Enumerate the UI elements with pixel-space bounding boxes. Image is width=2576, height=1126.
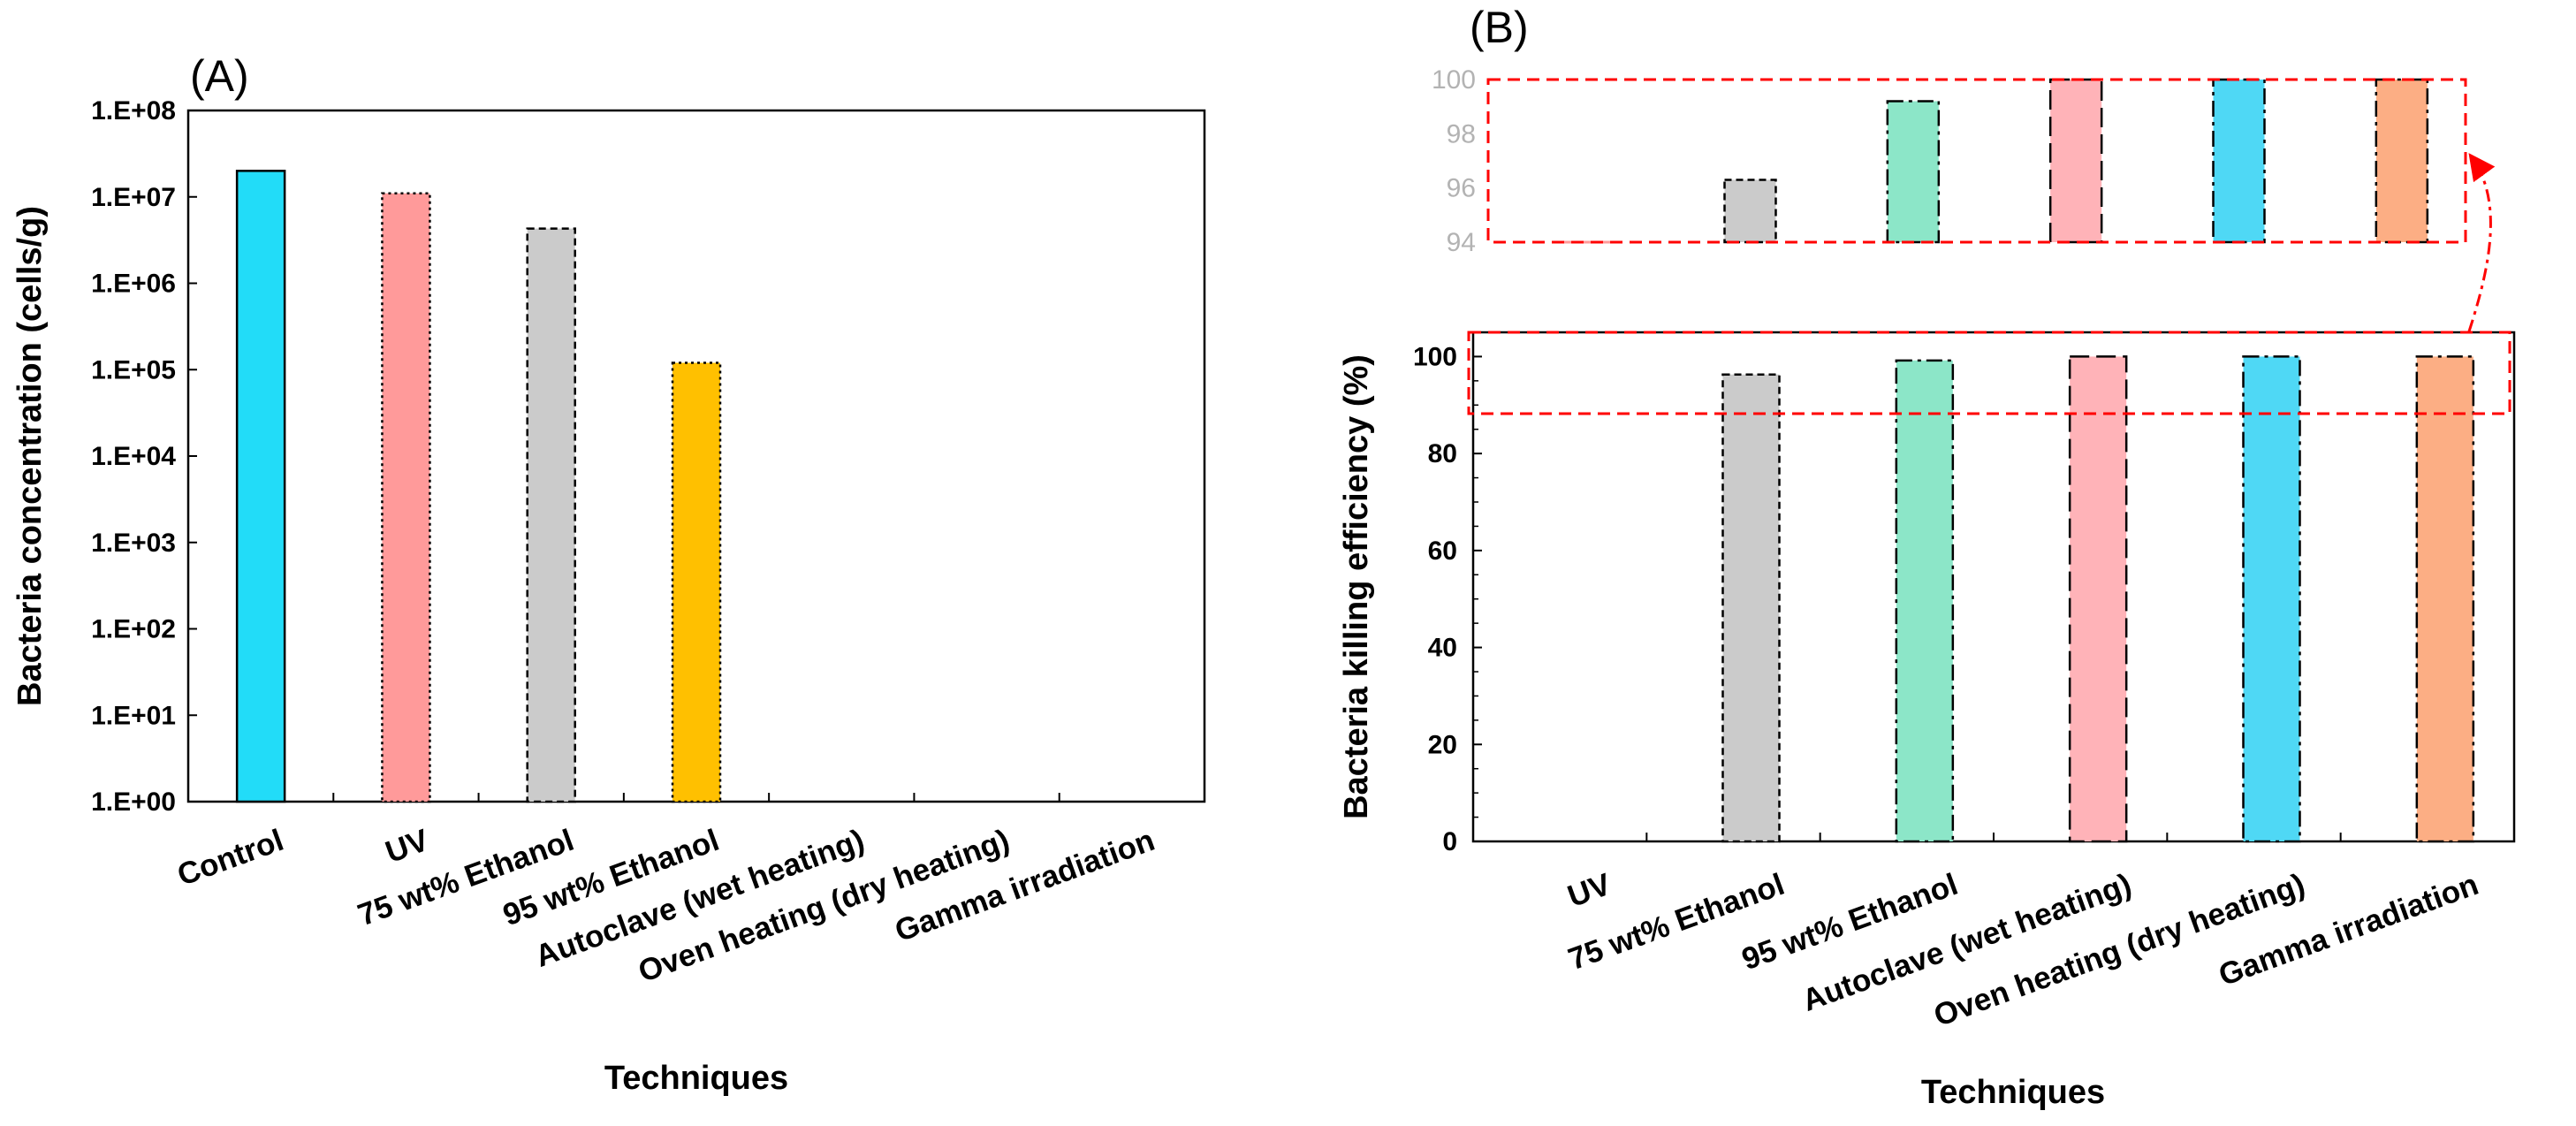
panel-b-plot-frame: [1471, 331, 2516, 843]
a-y-tick-label: 1.E+07: [91, 183, 176, 212]
inset-y-tick-label: 100: [1432, 65, 1476, 95]
a-y-tick-label: 1.E+04: [91, 442, 176, 471]
a-y-tick-label: 1.E+00: [91, 787, 176, 817]
inset-y-tick-label: 94: [1447, 228, 1476, 257]
a-y-tick-label: 1.E+02: [91, 615, 176, 644]
a-x-tick-label: UV: [381, 823, 434, 871]
a-bar-75-wt-ethanol: [526, 227, 576, 803]
a-bar-control: [235, 170, 286, 803]
b-y-tick-label: 0: [1442, 827, 1457, 856]
panel-a-chart: (A) 1.E+00 1.E+01 1.E+02 1.E+03 1.E+04 1.E+05…: [11, 51, 1206, 1097]
inset-bar-5: [2375, 78, 2429, 244]
a-bar-uv: [381, 192, 431, 803]
panel-b-x-axis-title: Techniques: [1921, 1074, 2105, 1111]
b-bar-75-wt-ethanol: [1721, 373, 1781, 843]
panel-a-label: (A): [190, 51, 249, 101]
inset-bar-1: [1723, 179, 1777, 244]
inset-bar-4: [2212, 78, 2266, 244]
inset-bar-2: [1886, 100, 1941, 244]
a-y-tick-label: 1.E+08: [91, 96, 176, 126]
inset-y-tick-label: 96: [1447, 174, 1476, 203]
a-y-tick-label: 1.E+01: [91, 701, 176, 730]
b-y-tick-label: 40: [1428, 634, 1457, 663]
b-bar-oven-heating-dry-heating-: [2242, 355, 2301, 843]
a-x-tick-label: Gamma irradiation: [891, 823, 1159, 948]
panel-b-label: (B): [1470, 3, 1529, 52]
inset-y-tick-label: 98: [1447, 119, 1476, 148]
a-y-tick-label: 1.E+05: [91, 355, 176, 384]
panel-b-y-axis-title: Bacteria killing efficiency (%): [1338, 354, 1375, 819]
b-bar-gamma-irradiation: [2415, 355, 2475, 843]
inset-highlight-box: [1486, 78, 2467, 244]
panel-a-x-axis-title: Techniques: [604, 1060, 788, 1097]
panel-a-y-axis-title: Bacteria concentration (cells/g): [11, 206, 49, 706]
b-bar-95-wt-ethanol: [1895, 359, 1955, 843]
b-bar-autoclave-wet-heating-: [2068, 355, 2128, 843]
a-y-tick-label: 1.E+03: [91, 529, 176, 558]
zoom-arrow: [2467, 153, 2496, 332]
b-x-tick-label: UV: [1563, 867, 1616, 915]
b-y-tick-label: 80: [1428, 439, 1457, 468]
a-x-tick-label: Control: [173, 823, 288, 893]
a-y-tick-label: 1.E+06: [91, 270, 176, 299]
inset-bar-3: [2048, 78, 2103, 244]
a-bar-95-wt-ethanol: [671, 361, 722, 803]
b-y-tick-label: 100: [1413, 342, 1457, 371]
b-y-tick-label: 20: [1428, 730, 1457, 759]
b-y-tick-label: 60: [1428, 536, 1457, 566]
zoom-region-box: [1467, 331, 2511, 415]
